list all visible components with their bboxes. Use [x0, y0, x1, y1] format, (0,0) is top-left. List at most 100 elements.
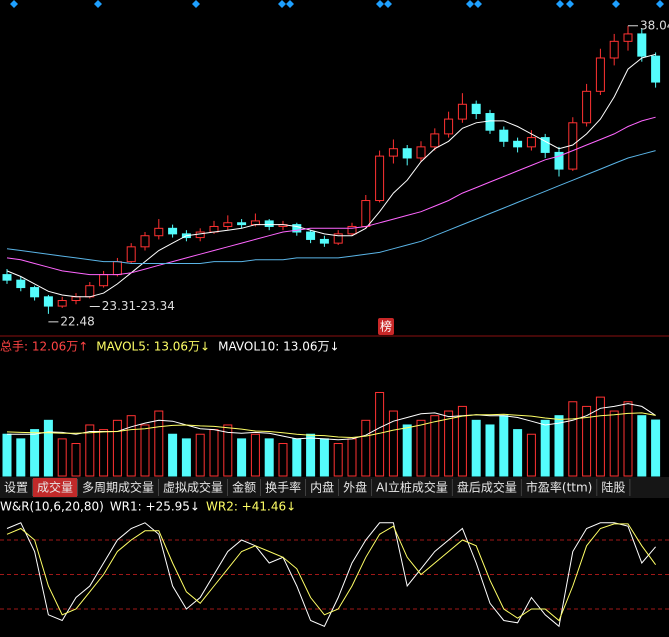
candle-body — [237, 222, 247, 226]
line — [6, 116, 656, 276]
volume-bar — [306, 433, 316, 477]
volume-bar — [513, 429, 523, 477]
top-marker — [612, 0, 620, 8]
volume-bar — [471, 419, 481, 477]
top-marker — [94, 0, 102, 8]
volume-bar — [99, 429, 109, 477]
volume-bar — [402, 424, 412, 477]
candle-body — [499, 129, 509, 142]
top-marker — [466, 0, 474, 8]
volume-bar — [112, 419, 122, 477]
volume-bar — [416, 419, 426, 477]
annotation-label: 38.04 — [640, 18, 669, 32]
volume-bar — [2, 433, 12, 477]
tab[interactable] — [78, 478, 159, 497]
candle-body — [623, 33, 633, 42]
volume-bar — [347, 438, 357, 477]
tab[interactable] — [33, 478, 78, 497]
candle-body — [71, 296, 81, 302]
candle-body — [43, 296, 53, 307]
volume-bar — [223, 424, 233, 477]
volume-bar — [43, 419, 53, 477]
volume-bar — [430, 415, 440, 477]
top-marker — [278, 0, 286, 8]
candle-body — [637, 33, 647, 57]
tab-label[interactable]: 内盘 — [310, 480, 334, 495]
tab[interactable] — [372, 478, 452, 497]
candle-body — [126, 246, 136, 263]
panel-header: W&R(10,6,20,80) — [0, 500, 104, 514]
candle-body — [57, 300, 67, 307]
top-marker — [474, 0, 482, 8]
tab[interactable] — [261, 478, 306, 497]
tab[interactable] — [452, 478, 521, 497]
tab-label[interactable]: 换手率 — [265, 480, 301, 495]
tab-label[interactable]: 设置 — [4, 481, 28, 495]
candle-body — [292, 224, 302, 233]
top-marker — [192, 0, 200, 8]
tab-label[interactable]: AI立桩成交量 — [376, 480, 448, 495]
panel-header: MAVOL10: 13.06万↓ — [218, 340, 339, 354]
tab-label[interactable]: 市盈率(ttm) — [526, 480, 592, 495]
volume-bar — [154, 410, 164, 477]
line — [6, 53, 656, 298]
tab-label[interactable]: 多周期成交量 — [82, 480, 154, 495]
tab-label[interactable]: 金额 — [232, 480, 256, 495]
volume-bar — [444, 410, 454, 477]
volume-bar — [140, 424, 150, 477]
line — [6, 523, 657, 622]
tab[interactable] — [0, 478, 33, 497]
volume-bar — [319, 438, 329, 477]
candle-body — [444, 118, 454, 135]
candle-body — [651, 55, 661, 83]
tab-label[interactable]: 盘后成交量 — [457, 480, 517, 495]
candle-body — [595, 57, 605, 92]
volume-bar — [181, 438, 191, 477]
candle-body — [16, 279, 26, 289]
tab[interactable] — [521, 478, 597, 497]
candle-body — [140, 235, 150, 248]
volume-bar — [526, 433, 536, 477]
volume-bar — [361, 419, 371, 477]
volume-bar — [333, 443, 343, 477]
tab-label[interactable]: 成交量 — [37, 480, 73, 495]
volume-bar — [264, 438, 274, 477]
tab[interactable] — [306, 478, 339, 497]
candle-body — [526, 137, 536, 148]
tab-label[interactable]: 虚拟成交量 — [163, 480, 223, 495]
volume-bar — [16, 438, 26, 477]
annotation-label: 23.31-23.34 — [102, 299, 175, 313]
badge-label: 榜 — [380, 319, 392, 334]
volume-bar — [609, 410, 619, 477]
volume-bar — [30, 429, 40, 477]
tab[interactable] — [159, 478, 228, 497]
volume-bar — [292, 438, 302, 477]
volume-bar — [168, 433, 178, 477]
candle-body — [402, 148, 412, 159]
top-marker — [376, 0, 384, 8]
volume-bar — [568, 401, 578, 477]
volume-bar — [582, 405, 592, 477]
top-marker — [566, 0, 574, 8]
candle-body — [416, 146, 426, 159]
volume-bar — [388, 410, 398, 477]
candle-body — [513, 140, 523, 148]
volume-bar — [499, 415, 509, 477]
volume-bar — [209, 429, 219, 477]
tab-label[interactable]: 陆股 — [601, 480, 625, 495]
tab[interactable] — [597, 478, 630, 497]
candle-body — [112, 261, 122, 276]
volume-bar — [71, 443, 81, 477]
panel-header: MAVOL5: 13.06万↓ — [96, 340, 210, 354]
top-marker — [10, 0, 18, 8]
candle-body — [333, 233, 343, 244]
volume-bar — [623, 401, 633, 477]
panel-header: 总手: 12.06万↑ — [0, 340, 88, 354]
tab-label[interactable]: 外盘 — [343, 480, 367, 495]
tab[interactable] — [339, 478, 372, 497]
volume-bar — [485, 424, 495, 477]
badge — [378, 318, 394, 335]
tab[interactable] — [228, 478, 261, 497]
